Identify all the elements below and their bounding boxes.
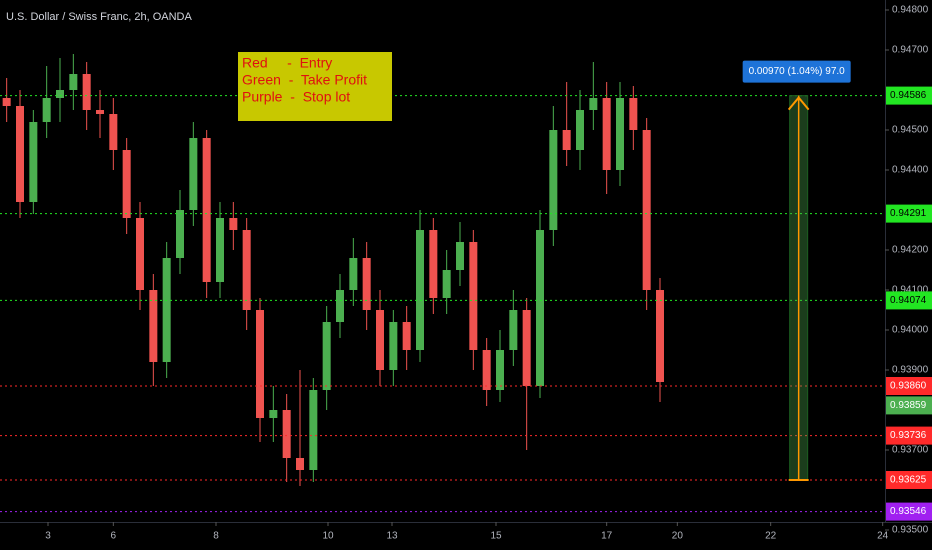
candle-body — [562, 130, 571, 150]
level-label-bg — [886, 377, 932, 395]
candle-body — [616, 98, 624, 170]
level-label: 0.94586 — [890, 90, 927, 101]
candle-body — [162, 258, 171, 362]
candle-body — [82, 74, 91, 110]
candle-body — [549, 130, 558, 230]
last-price-bg — [886, 396, 932, 415]
level-label: 0.93546 — [890, 506, 927, 517]
candle-body — [576, 110, 584, 150]
legend-entry: Purple - Stop lot — [242, 89, 350, 105]
candle-body — [96, 110, 104, 114]
chart-title: U.S. Dollar / Swiss Franc, 2h, OANDA — [6, 11, 192, 23]
y-tick-label: 0.94500 — [892, 125, 929, 136]
y-tick-label: 0.94200 — [892, 245, 929, 256]
measure-arrow — [787, 96, 810, 111]
candle-body — [522, 310, 531, 386]
x-tick-label: 15 — [490, 531, 502, 542]
level-label-bg — [886, 502, 932, 521]
y-tick-label: 0.94000 — [892, 325, 929, 336]
level-label: 0.94291 — [890, 208, 927, 219]
candle-body — [269, 410, 278, 418]
level-label: 0.93625 — [890, 475, 927, 486]
level-label: 0.94074 — [890, 295, 927, 306]
y-tick-label: 0.94100 — [892, 285, 929, 296]
candle-body — [216, 218, 224, 282]
candle-body — [442, 270, 451, 298]
candle-body — [656, 290, 664, 382]
candle-body — [16, 106, 24, 202]
candle-body — [42, 98, 51, 122]
candle-body — [122, 150, 131, 218]
candle-body — [176, 210, 184, 258]
candle-body — [149, 290, 158, 362]
candle-body — [109, 114, 118, 150]
candle-body — [336, 290, 344, 322]
candle-body — [296, 458, 304, 470]
candle-body — [229, 218, 238, 230]
candle-body — [69, 74, 78, 90]
candle-body — [456, 242, 464, 270]
candle-body — [629, 98, 638, 130]
y-tick-label: 0.94400 — [892, 165, 929, 176]
candle-body — [56, 90, 64, 98]
candle-body — [256, 310, 264, 418]
y-tick-label: 0.93700 — [892, 445, 929, 456]
candle-body — [29, 122, 38, 202]
candle-body — [509, 310, 518, 350]
level-label-bg — [886, 291, 932, 310]
legend-box — [238, 52, 392, 121]
candle-body — [416, 230, 424, 350]
x-tick-label: 3 — [45, 531, 51, 542]
x-tick-label: 20 — [672, 531, 684, 542]
candle-body — [536, 230, 544, 386]
candle-body — [242, 230, 251, 310]
candle-body — [282, 410, 291, 458]
y-tick-label: 0.93500 — [892, 525, 929, 536]
level-label-bg — [886, 426, 932, 445]
last-price-label: 0.93859 — [890, 400, 927, 411]
x-tick-label: 6 — [111, 531, 117, 542]
y-tick-label: 0.94700 — [892, 45, 929, 56]
candle-body — [362, 258, 371, 310]
x-tick-label: 24 — [877, 531, 889, 542]
level-label-bg — [886, 204, 932, 223]
candle-body — [429, 230, 438, 298]
candle-body — [389, 322, 398, 370]
candle-body — [589, 98, 598, 110]
measure-label-bg — [742, 60, 851, 83]
y-tick-label: 0.94800 — [892, 5, 929, 16]
level-label-bg — [886, 86, 932, 105]
level-label: 0.93860 — [890, 381, 927, 392]
y-tick-label: 0.93900 — [892, 365, 929, 376]
candle-body — [376, 310, 384, 370]
x-tick-label: 8 — [213, 531, 219, 542]
x-tick-label: 17 — [601, 531, 613, 542]
x-tick-label: 13 — [386, 531, 398, 542]
candle-body — [189, 138, 198, 210]
legend-entry: Green - Take Profit — [242, 72, 367, 88]
x-tick-label: 10 — [322, 531, 334, 542]
candle-body — [309, 390, 318, 470]
candle-body — [349, 258, 358, 290]
candle-body — [602, 98, 611, 170]
candle-body — [136, 218, 144, 290]
measure-label: 0.00970 (1.04%) 97.0 — [749, 66, 846, 77]
x-tick-label: 22 — [765, 531, 777, 542]
candle-body — [469, 242, 478, 350]
candle-body — [322, 322, 331, 390]
level-label: 0.93736 — [890, 430, 927, 441]
level-label-bg — [886, 471, 932, 489]
candle-body — [496, 350, 504, 390]
candle-body — [482, 350, 491, 390]
candle-body — [202, 138, 211, 282]
legend-entry: Red - Entry — [242, 55, 332, 71]
candle-body — [402, 322, 411, 350]
candle-body — [642, 130, 651, 290]
candle-body — [2, 98, 11, 106]
